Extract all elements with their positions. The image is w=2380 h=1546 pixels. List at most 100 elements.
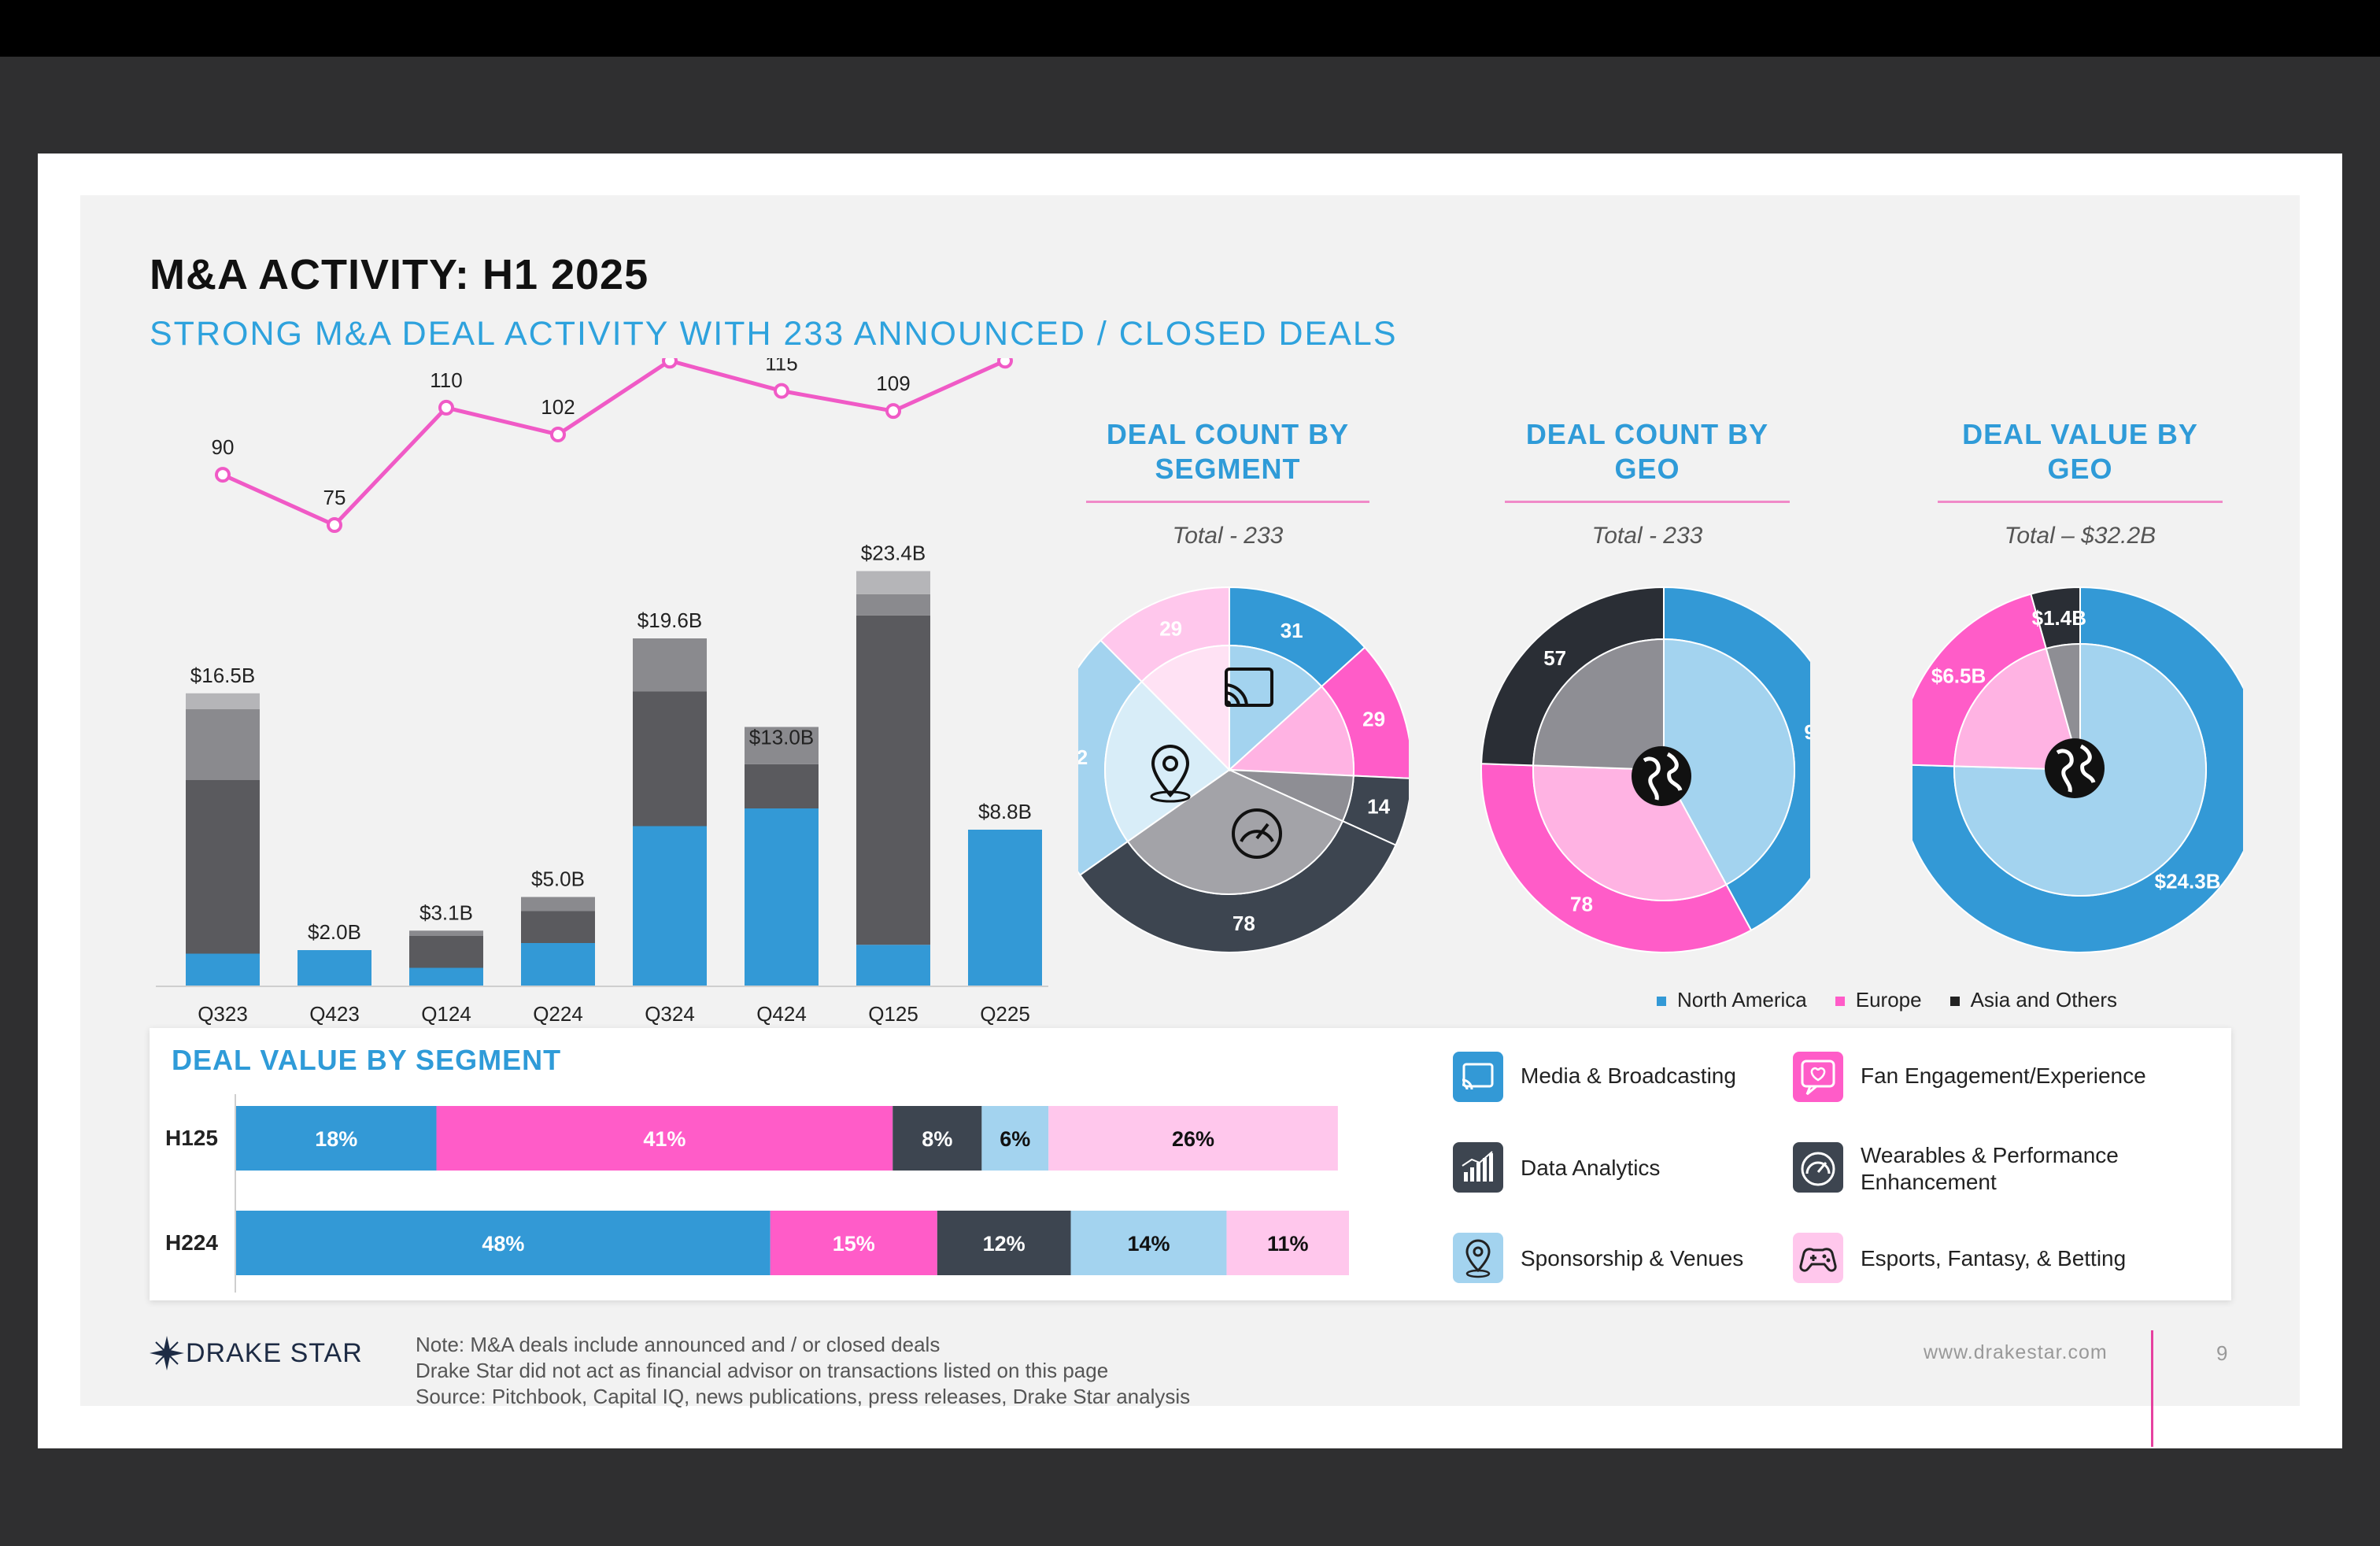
count-point (662, 358, 678, 369)
analytics-icon (1453, 1142, 1503, 1193)
count-point (774, 383, 789, 399)
bar-value-label: $16.5B (190, 664, 255, 687)
bar-segment (968, 830, 1042, 986)
legend-europe: Europe (1835, 988, 1922, 1012)
quarterly-deals-chart: $16.5B $2.0B $3.1B $5.0B $19.6B $13.0B $23.4B $… (156, 358, 1048, 1026)
bar-segment (745, 808, 819, 986)
segment-bar (770, 1211, 937, 1275)
count-line: 9075110102124115109124 (212, 358, 1013, 533)
segment-value-title: DEAL VALUE BY SEGMENT (172, 1044, 562, 1076)
pie-slice-label: 29 (1362, 707, 1385, 730)
bar-segment (186, 693, 260, 709)
segment-bar (236, 1211, 771, 1275)
bar-segment (409, 936, 483, 968)
count-point (327, 517, 342, 533)
drake-star-logo (150, 1336, 184, 1374)
bar-segment (633, 638, 707, 692)
pie-slice-label: 29 (1159, 617, 1182, 641)
segment-bar-label: 18% (315, 1127, 357, 1151)
pie-title-segment: DEAL COUNT BY SEGMENT (1106, 418, 1350, 485)
legend-north-america: North America (1657, 988, 1807, 1012)
bar-segment (745, 764, 819, 808)
pie-slice-label: 31 (1281, 619, 1303, 642)
count-label: 90 (212, 435, 235, 459)
bar-segment (186, 953, 260, 986)
gamepad-icon (1793, 1233, 1843, 1283)
quarter-label: Q324 (645, 1002, 695, 1026)
quarter-label: Q124 (421, 1002, 471, 1026)
pie-slice-inner (1229, 644, 1323, 772)
bar-segment (409, 967, 483, 986)
count-point (885, 403, 901, 420)
pie-slice-label: $1.4B (2032, 606, 2086, 630)
count-point (215, 467, 231, 483)
footer-url[interactable]: www.drakestar.com (1924, 1341, 2108, 1363)
bar-segment (186, 709, 260, 780)
bar-segment (745, 727, 819, 764)
bar-segment (633, 691, 707, 827)
bar-value-label: $19.6B (638, 608, 702, 632)
pie-slice-inner (1953, 647, 2082, 771)
globe-icon (1632, 746, 1691, 806)
pie-slice-label: 14 (1367, 795, 1390, 819)
quarter-label: Q323 (198, 1002, 248, 1026)
star-logo-icon (150, 1336, 184, 1370)
pie-segment-slices: 31 29 14 78 52 29 (1078, 586, 1409, 953)
segment-bar (981, 1106, 1049, 1171)
speedometer-icon (1793, 1142, 1843, 1193)
pie-slice-inner (2045, 642, 2081, 771)
count-line-path (221, 358, 1007, 528)
count-label: 75 (323, 486, 346, 509)
bar-segment (409, 930, 483, 936)
bar-segment (856, 571, 930, 594)
page-subtitle: STRONG M&A DEAL ACTIVITY WITH 233 ANNOUN… (150, 315, 1398, 353)
segment-bar (436, 1106, 893, 1171)
quarter-label: Q225 (980, 1002, 1030, 1026)
segment-bar-label: 14% (1127, 1232, 1170, 1256)
segment-value-bars: 18% 41% 8% 6% 26% 48% 15% 12% 14% 11% (236, 1106, 1349, 1275)
bar-segment (521, 897, 595, 912)
legend-asia-others: Asia and Others (1949, 988, 2117, 1012)
pie-slice-label: 98 (1804, 720, 1810, 744)
segment-bar (893, 1106, 982, 1171)
globe-icon (2045, 738, 2105, 798)
legend-label: Media & Broadcasting (1521, 1063, 1736, 1088)
pie-slice-label: 52 (1078, 745, 1088, 769)
pie-total-geo-count: Total - 233 (1591, 523, 1703, 549)
legend-label: Wearables & Performance Enhancement (1861, 1143, 2119, 1194)
segment-bar-label: 11% (1267, 1232, 1309, 1256)
quarter-axis: Q323 Q423 Q124 Q224 Q324 Q424 Q125 Q225 (156, 986, 1048, 1026)
value-bars: $16.5B $2.0B $3.1B $5.0B $19.6B $13.0B $23.4B $… (186, 542, 1042, 986)
cast-icon (1453, 1052, 1503, 1102)
segment-bar (236, 1106, 437, 1171)
quarter-label: Q423 (309, 1002, 360, 1026)
row-label-h224: H224 (165, 1230, 218, 1255)
legend-label: Sponsorship & Venues (1521, 1246, 1744, 1270)
bar-value-label: $2.0B (308, 920, 361, 944)
count-label: 109 (876, 372, 910, 395)
legend-label: Fan Engagement/Experience (1861, 1063, 2146, 1088)
footer-divider (2151, 1330, 2153, 1447)
pie-slice-inner (1532, 638, 1665, 771)
count-point (438, 399, 454, 416)
segment-bar-label: 41% (643, 1127, 686, 1151)
bar-segment (521, 911, 595, 943)
quarter-label: Q224 (533, 1002, 583, 1026)
pie-rule-segment (1086, 501, 1369, 503)
bar-segment (186, 780, 260, 954)
pie-slice-inner (1663, 638, 1795, 886)
segment-bar-label: 48% (482, 1232, 524, 1256)
segment-bar (1226, 1211, 1349, 1275)
page-title: M&A ACTIVITY: H1 2025 (150, 251, 649, 298)
pie-segment-count: 31 29 14 78 52 29 (1078, 586, 1409, 953)
segment-bar-label: 15% (833, 1232, 875, 1256)
pie-rule-geo-value (1938, 501, 2223, 503)
segment-bar-label: 26% (1172, 1127, 1214, 1151)
count-label: 102 (541, 395, 575, 419)
bar-value-label: $23.4B (861, 542, 926, 565)
pie-slice-inner (1104, 680, 1231, 843)
pie-total-segment: Total - 233 (1172, 523, 1284, 549)
pie-slice-label: 78 (1232, 912, 1255, 935)
pie-total-geo-value: Total – $32.2B (2004, 523, 2156, 549)
segment-bar-rows: 18% 41% 8% 6% 26% 48% 15% 12% 14% 11% (236, 1106, 1349, 1275)
